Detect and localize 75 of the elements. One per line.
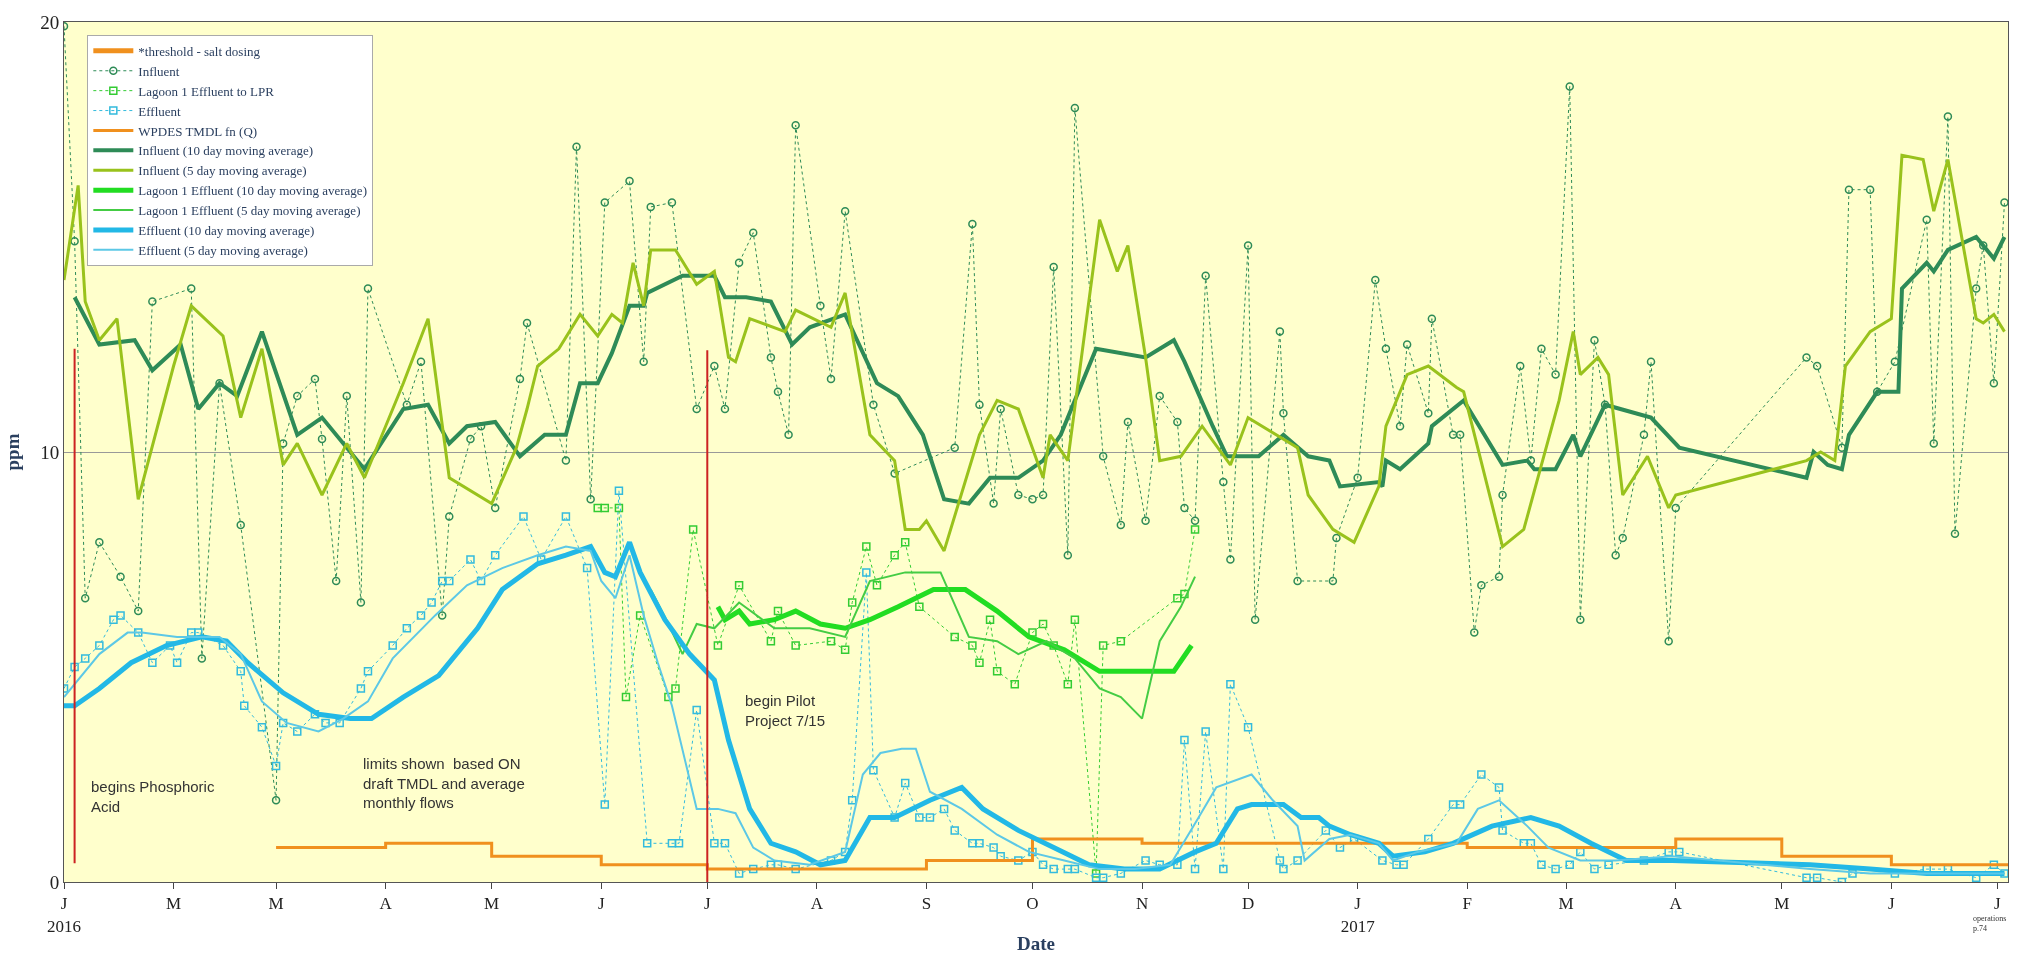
point — [872, 581, 882, 590]
point — [1098, 641, 1108, 650]
legend-label: Influent (5 day moving average) — [138, 163, 307, 179]
x-tick-label: S — [921, 894, 932, 914]
legend-label: Effluent (5 day moving average) — [138, 242, 308, 258]
point — [975, 658, 984, 667]
point — [950, 632, 959, 642]
point — [1091, 869, 1101, 878]
point — [664, 692, 673, 702]
legend-label: Influent — [138, 63, 180, 79]
x-tick-label: J — [597, 894, 605, 914]
x-tick-label: O — [1026, 894, 1039, 914]
x-tick-label: A — [1669, 894, 1683, 914]
x-axis-title: Date — [1017, 933, 1055, 955]
point — [600, 503, 610, 513]
point — [671, 684, 680, 693]
ref-line-label: begin Pilot Project 7/15 — [745, 692, 826, 729]
x-tick-label: M — [484, 894, 500, 914]
legend-label: Lagoon 1 Effluent (5 day moving average) — [138, 203, 361, 219]
point — [1038, 619, 1048, 629]
legend-label: WPDES TMDL fn (Q) — [138, 123, 258, 139]
point — [826, 636, 836, 646]
point — [992, 667, 1002, 676]
point — [1190, 525, 1200, 534]
x-tick-label: J 2017 — [1340, 894, 1376, 936]
y-axis-title: ppm — [2, 433, 24, 471]
point — [1180, 589, 1189, 599]
legend-label: Effluent — [138, 103, 182, 119]
point — [688, 525, 698, 534]
point — [1116, 636, 1126, 646]
y-tick-label: 20 — [40, 11, 60, 33]
point — [890, 550, 899, 560]
y-tick-label: 10 — [40, 441, 60, 463]
point — [773, 606, 783, 616]
point — [900, 538, 910, 547]
x-tick-label: J — [1888, 894, 1896, 914]
x-tick-label: J — [1994, 894, 2002, 914]
legend-label: Lagoon 1 Effluent (10 day moving average) — [138, 183, 367, 199]
point — [985, 615, 995, 624]
x-tick-label: F — [1462, 894, 1472, 914]
x-tick-label: J 2016 — [47, 894, 81, 936]
x-tick-label: A — [810, 894, 824, 914]
x-tick-label: M — [268, 894, 284, 914]
x-tick-label: M — [166, 894, 182, 914]
point — [968, 641, 977, 650]
point — [791, 641, 800, 650]
legend-label: *threshold - salt dosing — [138, 43, 261, 59]
x-tick-label: D — [1241, 894, 1255, 914]
point — [1070, 615, 1080, 624]
point — [1010, 679, 1020, 689]
ref-line-label: begins Phosphoric Acid — [91, 778, 215, 815]
x-tick-label: A — [379, 894, 393, 914]
legend-label: Lagoon 1 Effluent to LPR — [138, 83, 275, 99]
legend-label: Effluent (10 day moving average) — [138, 223, 315, 239]
text: operations p.74 — [1973, 914, 2007, 934]
point — [862, 542, 871, 551]
point — [614, 503, 624, 513]
annotation: limits shown based ON draft TMDL and average monthly flows — [363, 755, 525, 811]
point — [621, 692, 631, 702]
point — [734, 581, 744, 590]
point — [840, 645, 850, 655]
point — [1173, 593, 1182, 603]
x-tick-label: J — [703, 894, 711, 914]
point — [1063, 679, 1073, 689]
point — [713, 641, 723, 650]
point — [635, 611, 645, 620]
point — [766, 636, 776, 646]
x-tick-label: M — [1774, 894, 1790, 914]
point — [593, 503, 602, 513]
point — [915, 602, 924, 612]
y-tick-label: 0 — [49, 871, 60, 893]
x-tick-label: M — [1558, 894, 1574, 914]
x-tick-label: N — [1135, 894, 1149, 914]
point — [847, 598, 857, 607]
legend-label: Influent (10 day moving average) — [138, 143, 314, 159]
